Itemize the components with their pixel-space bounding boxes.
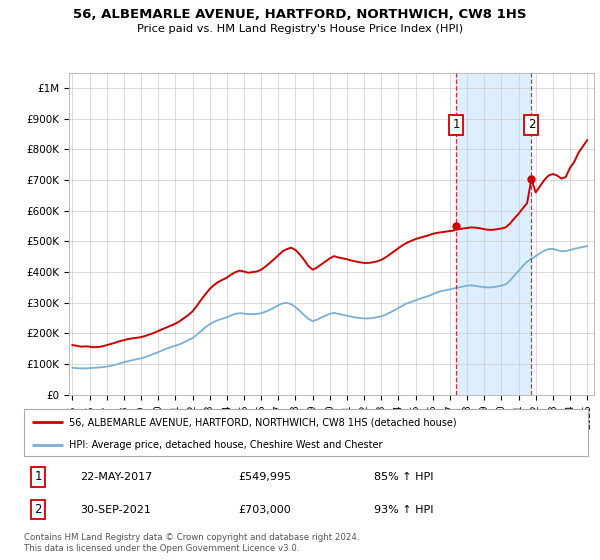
Bar bbox=[457, 73, 532, 395]
Text: 56, ALBEMARLE AVENUE, HARTFORD, NORTHWICH, CW8 1HS (detached house): 56, ALBEMARLE AVENUE, HARTFORD, NORTHWIC… bbox=[69, 417, 457, 427]
Text: 30-SEP-2021: 30-SEP-2021 bbox=[80, 505, 151, 515]
Text: 1: 1 bbox=[34, 470, 42, 483]
Text: 2: 2 bbox=[527, 118, 535, 132]
Text: £549,995: £549,995 bbox=[238, 472, 292, 482]
Text: 93% ↑ HPI: 93% ↑ HPI bbox=[374, 505, 433, 515]
Text: 56, ALBEMARLE AVENUE, HARTFORD, NORTHWICH, CW8 1HS: 56, ALBEMARLE AVENUE, HARTFORD, NORTHWIC… bbox=[73, 8, 527, 21]
Text: 22-MAY-2017: 22-MAY-2017 bbox=[80, 472, 152, 482]
Text: 2: 2 bbox=[34, 503, 42, 516]
Text: Contains HM Land Registry data © Crown copyright and database right 2024.
This d: Contains HM Land Registry data © Crown c… bbox=[24, 533, 359, 553]
Text: Price paid vs. HM Land Registry's House Price Index (HPI): Price paid vs. HM Land Registry's House … bbox=[137, 24, 463, 34]
Text: £703,000: £703,000 bbox=[238, 505, 291, 515]
Text: HPI: Average price, detached house, Cheshire West and Chester: HPI: Average price, detached house, Ches… bbox=[69, 440, 383, 450]
Text: 85% ↑ HPI: 85% ↑ HPI bbox=[374, 472, 433, 482]
Text: 1: 1 bbox=[452, 118, 460, 132]
